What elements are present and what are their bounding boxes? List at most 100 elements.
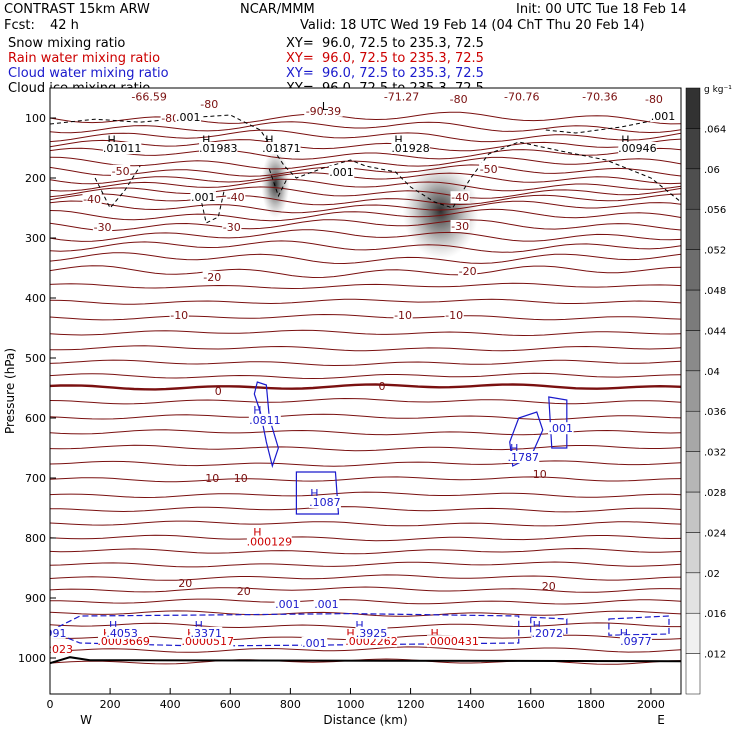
snow-label: .001: [176, 111, 201, 124]
isotherm-line: [50, 413, 681, 421]
isotherm-label-bg: [449, 92, 469, 105]
forecast-hours: 42 h: [50, 18, 79, 33]
rain-label: .000129: [247, 536, 293, 549]
rain-label: H: [346, 627, 354, 640]
colorbar-swatch: [685, 87, 701, 129]
isotherm-line: [50, 345, 681, 352]
isotherm-line: [50, 429, 681, 436]
plot-area: [50, 88, 681, 694]
isotherm-line: [50, 265, 681, 279]
cloud-water-label-bg: [355, 626, 388, 639]
isotherm-label: -90.39: [306, 105, 341, 118]
isotherm-label-bg: [644, 92, 664, 105]
cloud-water-label: H: [533, 619, 541, 632]
colorbar-label: .02: [704, 569, 720, 580]
center-name: NCAR/MMM: [240, 2, 315, 17]
colorbar-label: .012: [704, 650, 726, 661]
y-tick-label: 300: [25, 232, 46, 245]
isotherm-label-bg: [502, 90, 541, 103]
cloud-water-label-bg: [190, 626, 223, 639]
cloud-water-contour-6: [608, 615, 670, 636]
isotherm-label: 10: [533, 468, 547, 481]
cloud-water-label: .001: [275, 598, 300, 611]
cloud-water-label: H: [510, 442, 518, 455]
field-label-cloud-water: Cloud water mixing ratio: [8, 66, 169, 81]
colorbar-unit: g kg⁻¹: [704, 85, 732, 95]
cloud-water-label: H: [195, 619, 203, 632]
isotherm-label: 20: [237, 585, 251, 598]
snow-label: .01983: [199, 142, 238, 155]
isotherm-line: [50, 147, 681, 160]
field-label-rain: Rain water mixing ratio: [8, 51, 161, 66]
isotherm-label: -10: [394, 309, 412, 322]
isotherm-label-bg: [382, 90, 421, 103]
cloud-water-label: .3371: [190, 627, 222, 640]
isotherm-line: [50, 282, 681, 290]
snow-label-bg: [199, 142, 238, 154]
isotherm-label: 10: [205, 472, 219, 485]
colorbar-swatch: [685, 572, 701, 614]
snow-label: H: [107, 134, 115, 147]
isotherm-line: [50, 491, 681, 499]
snow-label-bg: [175, 110, 202, 123]
cloud-water-contour-5: [530, 616, 568, 636]
colorbar-swatch: [685, 410, 701, 452]
isotherm-label-bg: [226, 191, 246, 204]
x-tick-label: 1800: [577, 698, 605, 711]
cloud-water-label: H: [109, 619, 117, 632]
x-tick-label: 1200: [397, 698, 425, 711]
colorbar-label: .04: [704, 367, 720, 378]
isotherm-label: 10: [234, 472, 248, 485]
isotherm-label: -50: [112, 165, 130, 178]
isotherm-label-bg: [444, 308, 464, 321]
cloud-water-label: .001: [549, 422, 574, 435]
colorbar-label: .028: [704, 488, 726, 499]
isotherm-line: [50, 574, 681, 581]
isotherm-line: [50, 178, 681, 192]
x-tick-label: 600: [220, 698, 241, 711]
isotherm-label: -30: [451, 220, 469, 233]
isotherm-line: [50, 520, 681, 527]
isotherm-line: [50, 359, 681, 367]
snow-contour-4: [545, 117, 667, 134]
cloud-water-label: .2072: [532, 627, 564, 640]
isotherm-line: [50, 129, 681, 143]
y-axis-label: Pressure (hPa): [3, 348, 17, 434]
y-tick-label: 100: [25, 112, 46, 125]
x-tick-label: 400: [160, 698, 181, 711]
rain-label: H: [253, 526, 261, 539]
snow-label: .01871: [262, 142, 301, 155]
isotherm-label: -40: [83, 193, 101, 206]
rain-label-bg: [427, 635, 479, 648]
isotherm-line: [50, 229, 681, 242]
isotherm-line: [50, 658, 681, 665]
cloud-water-label-bg: [531, 626, 564, 639]
plot-frame: [49, 87, 682, 695]
isotherm-label: -10: [170, 309, 188, 322]
snow-label: .01928: [391, 142, 430, 155]
model-name: CONTRAST 15km ARW: [4, 2, 150, 17]
cloud-water-label: H: [253, 404, 261, 417]
snow-label: .01011: [103, 142, 142, 155]
colorbar-swatch: [685, 168, 701, 210]
colorbar-label: .032: [704, 448, 726, 459]
y-tick-label: 800: [25, 532, 46, 545]
cloud-ice-shading-0: [261, 150, 290, 218]
cloud-water-label-bg: [50, 626, 66, 639]
isotherm-line: [50, 240, 681, 253]
cloud-water-label: .001: [302, 637, 327, 650]
cloud-water-label-bg: [313, 598, 340, 610]
isotherm-label-bg: [169, 308, 189, 321]
rain-label-bg: [50, 643, 72, 655]
cloud-water-label-bg: [248, 413, 281, 426]
isotherm-label-bg: [129, 90, 169, 103]
colorbar-label: .024: [704, 528, 726, 539]
cloud-water-label-bg: [308, 496, 341, 508]
isotherm-line: [50, 610, 681, 617]
colorbar-label: .064: [704, 124, 726, 135]
cloud-water-label: H: [620, 627, 628, 640]
forecast-label: Fcst:: [4, 18, 35, 33]
snow-label-bg: [190, 191, 217, 204]
x-tick-label: 200: [100, 698, 121, 711]
colorbar-label: .036: [704, 407, 726, 418]
